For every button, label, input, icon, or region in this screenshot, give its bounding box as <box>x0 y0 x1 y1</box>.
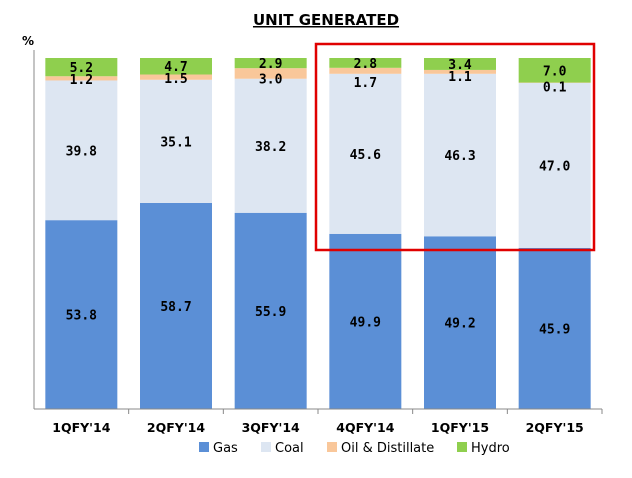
data-label-oil-distillate-3: 1.7 <box>354 76 377 91</box>
data-label-hydro-2: 2.9 <box>259 57 282 72</box>
bar-gas-4 <box>424 236 496 409</box>
bar-coal-2 <box>234 78 307 213</box>
bar-coal-0 <box>45 80 118 221</box>
data-label-gas-1: 58.7 <box>160 300 191 315</box>
bar-oil-distillate-4 <box>424 69 496 74</box>
x-tick-label-3: 4QFY'14 <box>336 420 394 435</box>
legend-label-coal: Coal <box>275 441 304 456</box>
data-label-gas-3: 49.9 <box>350 315 381 330</box>
bar-hydro-2 <box>234 58 307 69</box>
bar-coal-5 <box>518 82 591 248</box>
data-label-coal-2: 38.2 <box>255 140 286 155</box>
y-axis-unit-label: % <box>22 34 34 48</box>
x-tick-label-2: 3QFY'14 <box>242 420 300 435</box>
bar-oil-distillate-3 <box>329 67 402 74</box>
bar-oil-distillate-2 <box>234 68 307 79</box>
data-labels-group: 53.839.81.25.258.735.11.54.755.938.23.02… <box>66 57 571 338</box>
data-label-oil-distillate-5: 0.1 <box>543 81 567 96</box>
data-label-coal-4: 46.3 <box>444 149 475 164</box>
highlight-box <box>314 42 596 252</box>
data-label-hydro-3: 2.8 <box>354 57 378 72</box>
legend-swatch-hydro <box>457 442 467 452</box>
bar-hydro-3 <box>329 58 402 68</box>
data-label-hydro-0: 5.2 <box>70 61 93 76</box>
bars-group <box>45 58 591 409</box>
bar-coal-1 <box>140 79 212 203</box>
legend-swatch-oil-distillate <box>327 442 337 452</box>
data-label-oil-distillate-4: 1.1 <box>448 70 472 85</box>
bar-gas-0 <box>45 220 118 409</box>
x-tick-label-0: 1QFY'14 <box>52 420 110 435</box>
data-label-gas-5: 45.9 <box>539 322 570 337</box>
bar-hydro-1 <box>140 58 212 75</box>
bar-oil-distillate-0 <box>45 76 118 81</box>
bar-coal-3 <box>329 73 402 234</box>
bar-gas-5 <box>518 247 591 409</box>
data-label-coal-0: 39.8 <box>66 144 97 159</box>
bar-hydro-5 <box>518 58 591 83</box>
legend-swatch-coal <box>261 442 271 452</box>
legend-label-hydro: Hydro <box>471 441 510 456</box>
bar-coal-4 <box>424 73 496 237</box>
data-label-hydro-5: 7.0 <box>543 64 567 79</box>
bar-oil-distillate-1 <box>140 74 212 80</box>
data-label-hydro-1: 4.7 <box>164 60 187 75</box>
legend-swatch-gas <box>199 442 209 452</box>
x-axis-ticks: 1QFY'14 2QFY'14 3QFY'14 4QFY'14 1QFY'15 2QFY'… <box>52 409 603 435</box>
data-label-coal-1: 35.1 <box>160 135 191 150</box>
data-label-coal-5: 47.0 <box>539 159 570 174</box>
data-label-oil-distillate-2: 3.0 <box>259 72 283 87</box>
bar-gas-2 <box>234 212 307 409</box>
data-label-oil-distillate-0: 1.2 <box>70 73 93 88</box>
bar-gas-3 <box>329 233 402 409</box>
x-tick-label-5: 2QFY'15 <box>526 420 584 435</box>
legend-label-gas: Gas <box>213 441 238 456</box>
bar-hydro-0 <box>45 58 118 77</box>
data-label-hydro-4: 3.4 <box>448 58 472 73</box>
data-label-gas-0: 53.8 <box>66 309 97 324</box>
data-label-gas-4: 49.2 <box>444 317 475 332</box>
legend-label-oil-distillate: Oil & Distillate <box>341 441 434 456</box>
legend: Gas Coal Oil & Distillate Hydro <box>199 441 510 456</box>
bar-hydro-4 <box>424 58 496 70</box>
chart-title: UNIT GENERATED <box>253 11 399 29</box>
data-label-coal-3: 45.6 <box>350 148 381 163</box>
data-label-gas-2: 55.9 <box>255 305 286 320</box>
x-tick-label-1: 2QFY'14 <box>147 420 205 435</box>
x-tick-label-4: 1QFY'15 <box>431 420 489 435</box>
data-label-oil-distillate-1: 1.5 <box>164 72 187 87</box>
bar-gas-1 <box>140 202 212 409</box>
